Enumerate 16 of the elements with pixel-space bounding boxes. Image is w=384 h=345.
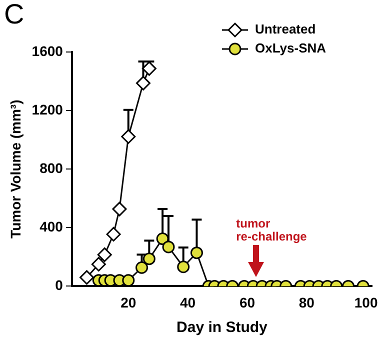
y-tick-label: 800 [40, 160, 64, 176]
legend-label: Untreated [255, 22, 316, 37]
legend-label: OxLys-SNA [255, 40, 327, 56]
y-tick-label: 1200 [32, 101, 64, 118]
y-axis-title: Tumor Volume (mm³) [7, 100, 24, 238]
x-tick-label: 20 [120, 294, 136, 310]
y-tick-label: 0 [55, 277, 64, 294]
text: C [4, 0, 24, 30]
x-tick-label: 40 [180, 294, 196, 310]
x-axis-title: Day in Study [176, 319, 268, 336]
y-tick-label: 400 [40, 218, 64, 235]
x-tick-label: 80 [298, 294, 315, 310]
x-tick-label: 60 [239, 294, 256, 310]
annotation: tumor re-challenge [236, 216, 308, 244]
x-tick-label: 100 [354, 294, 378, 310]
y-tick-label: 1600 [32, 42, 64, 59]
